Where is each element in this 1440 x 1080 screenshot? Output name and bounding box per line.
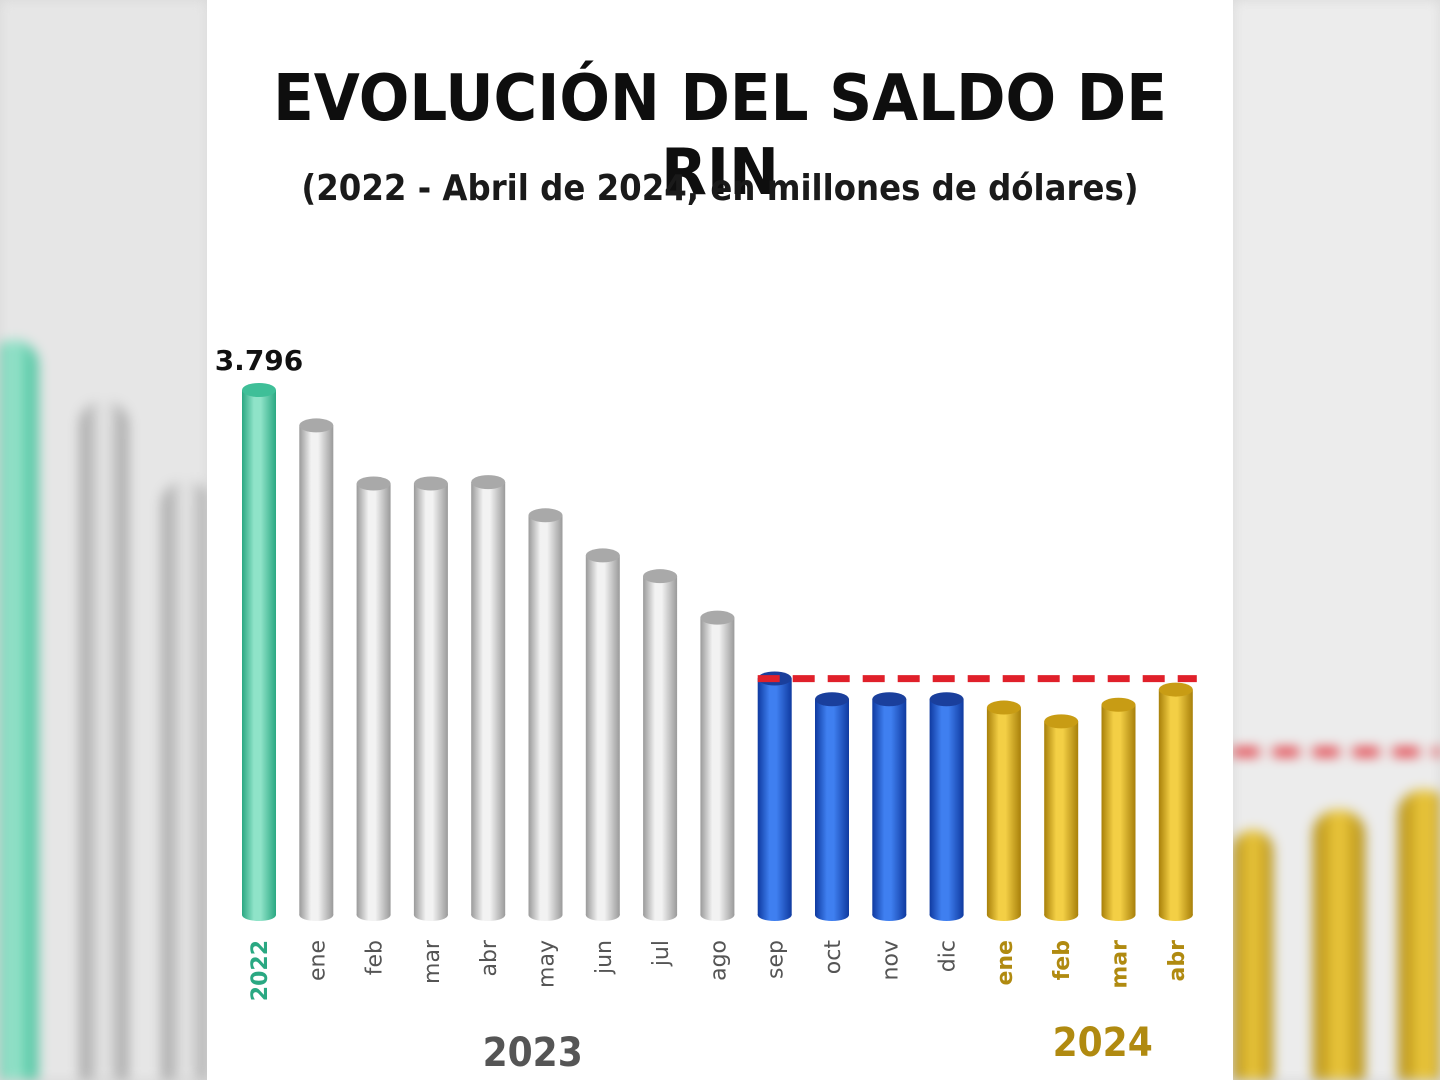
blurred-bar: [162, 480, 207, 1080]
bar-base: [356, 909, 391, 921]
bar-2023-oct: [815, 699, 849, 915]
x-tick-label: ene: [993, 940, 1018, 986]
bar-cap: [872, 692, 907, 707]
blurred-left-strip: [0, 0, 207, 1080]
bar-cap: [413, 476, 448, 491]
bar-base: [872, 909, 907, 921]
bar-base: [700, 909, 735, 921]
bar-cap: [643, 569, 678, 584]
x-tick-label: feb: [1050, 940, 1075, 980]
bar-2023-feb: [356, 483, 391, 915]
bar-2023-may: [528, 515, 563, 915]
x-tick-label: abr: [1165, 940, 1190, 982]
x-tick-label: mar: [420, 939, 445, 984]
bar-cap: [242, 383, 276, 397]
blurred-bar: [0, 340, 38, 1080]
bar-base: [471, 909, 506, 921]
bar-2022-2022: [242, 390, 276, 915]
bar-2024-mar: [1101, 704, 1136, 915]
bar-2023-sep: [757, 678, 792, 915]
bar-base: [757, 909, 792, 921]
bar-2023-abr: [471, 482, 506, 915]
bar-chart: 2022 ene feb mar abr may jun jul ago sep oct nov dic…: [215, 344, 1197, 1001]
group-label-2023: 2023: [482, 1030, 583, 1076]
bar-cap: [1044, 714, 1079, 729]
bar-cap: [356, 476, 391, 491]
x-tick-label: may: [535, 940, 560, 988]
bar-base: [242, 909, 276, 921]
bar-2023-nov: [872, 699, 907, 915]
data-label-peak: 3.796: [215, 344, 304, 377]
bar-2023-mar: [413, 483, 448, 915]
bar-cap: [815, 692, 849, 707]
bar-cap: [1101, 697, 1136, 712]
chart-panel: EVOLUCIÓN DEL SALDO DE RIN (2022 - Abril…: [207, 0, 1233, 1080]
bar-cap: [299, 418, 334, 433]
bar-2023-jul: [643, 576, 678, 915]
bar-2024-ene: [986, 707, 1021, 915]
bar-base: [815, 909, 849, 921]
bar-cap: [585, 548, 620, 563]
bar-base: [1044, 909, 1079, 921]
bar-cap: [986, 700, 1021, 715]
bar-2023-ene: [299, 425, 334, 915]
x-tick-label: oct: [821, 940, 846, 975]
x-tick-label: ago: [706, 940, 731, 981]
blurred-bar: [80, 400, 128, 1080]
bar-cap: [929, 692, 964, 707]
bar-2023-dic: [929, 699, 964, 915]
x-tick-label: jun: [592, 940, 617, 975]
bar-base: [585, 909, 620, 921]
bar-cap: [700, 610, 735, 625]
group-label-2024: 2024: [1052, 1020, 1153, 1066]
bar-cap: [528, 508, 563, 523]
bar-2023-jun: [585, 555, 620, 915]
bar-cap: [1158, 682, 1193, 697]
bar-2024-feb: [1044, 721, 1079, 915]
x-tick-label: abr: [477, 939, 502, 976]
x-tick-label: sep: [764, 940, 789, 979]
blurred-bar: [1313, 810, 1365, 1080]
bar-base: [413, 909, 448, 921]
bar-base: [528, 909, 563, 921]
chart-title: EVOLUCIÓN DEL SALDO DE RIN: [273, 62, 1167, 210]
bar-base: [986, 909, 1021, 921]
bar-cap: [471, 475, 506, 490]
bar-2024-abr: [1158, 689, 1193, 915]
x-tick-label: jul: [649, 940, 674, 967]
bar-2023-ago: [700, 617, 735, 915]
bar-base: [1158, 909, 1193, 921]
bar-base: [643, 909, 678, 921]
x-tick-label: nov: [878, 940, 903, 980]
x-tick-label: 2022: [248, 940, 273, 1001]
x-tick-label: mar: [1108, 940, 1133, 989]
bar-base: [1101, 909, 1136, 921]
blurred-reference-line: [1233, 748, 1440, 756]
blurred-bar: [1398, 790, 1440, 1080]
x-tick-label: dic: [936, 940, 961, 972]
x-tick-label: ene: [305, 940, 330, 981]
chart-subtitle: (2022 - Abril de 2024, en millones de dó…: [301, 168, 1139, 209]
blurred-bar: [1233, 830, 1273, 1080]
blurred-right-strip: [1233, 0, 1440, 1080]
bar-base: [299, 909, 334, 921]
x-tick-label: feb: [363, 940, 388, 975]
bar-base: [929, 909, 964, 921]
